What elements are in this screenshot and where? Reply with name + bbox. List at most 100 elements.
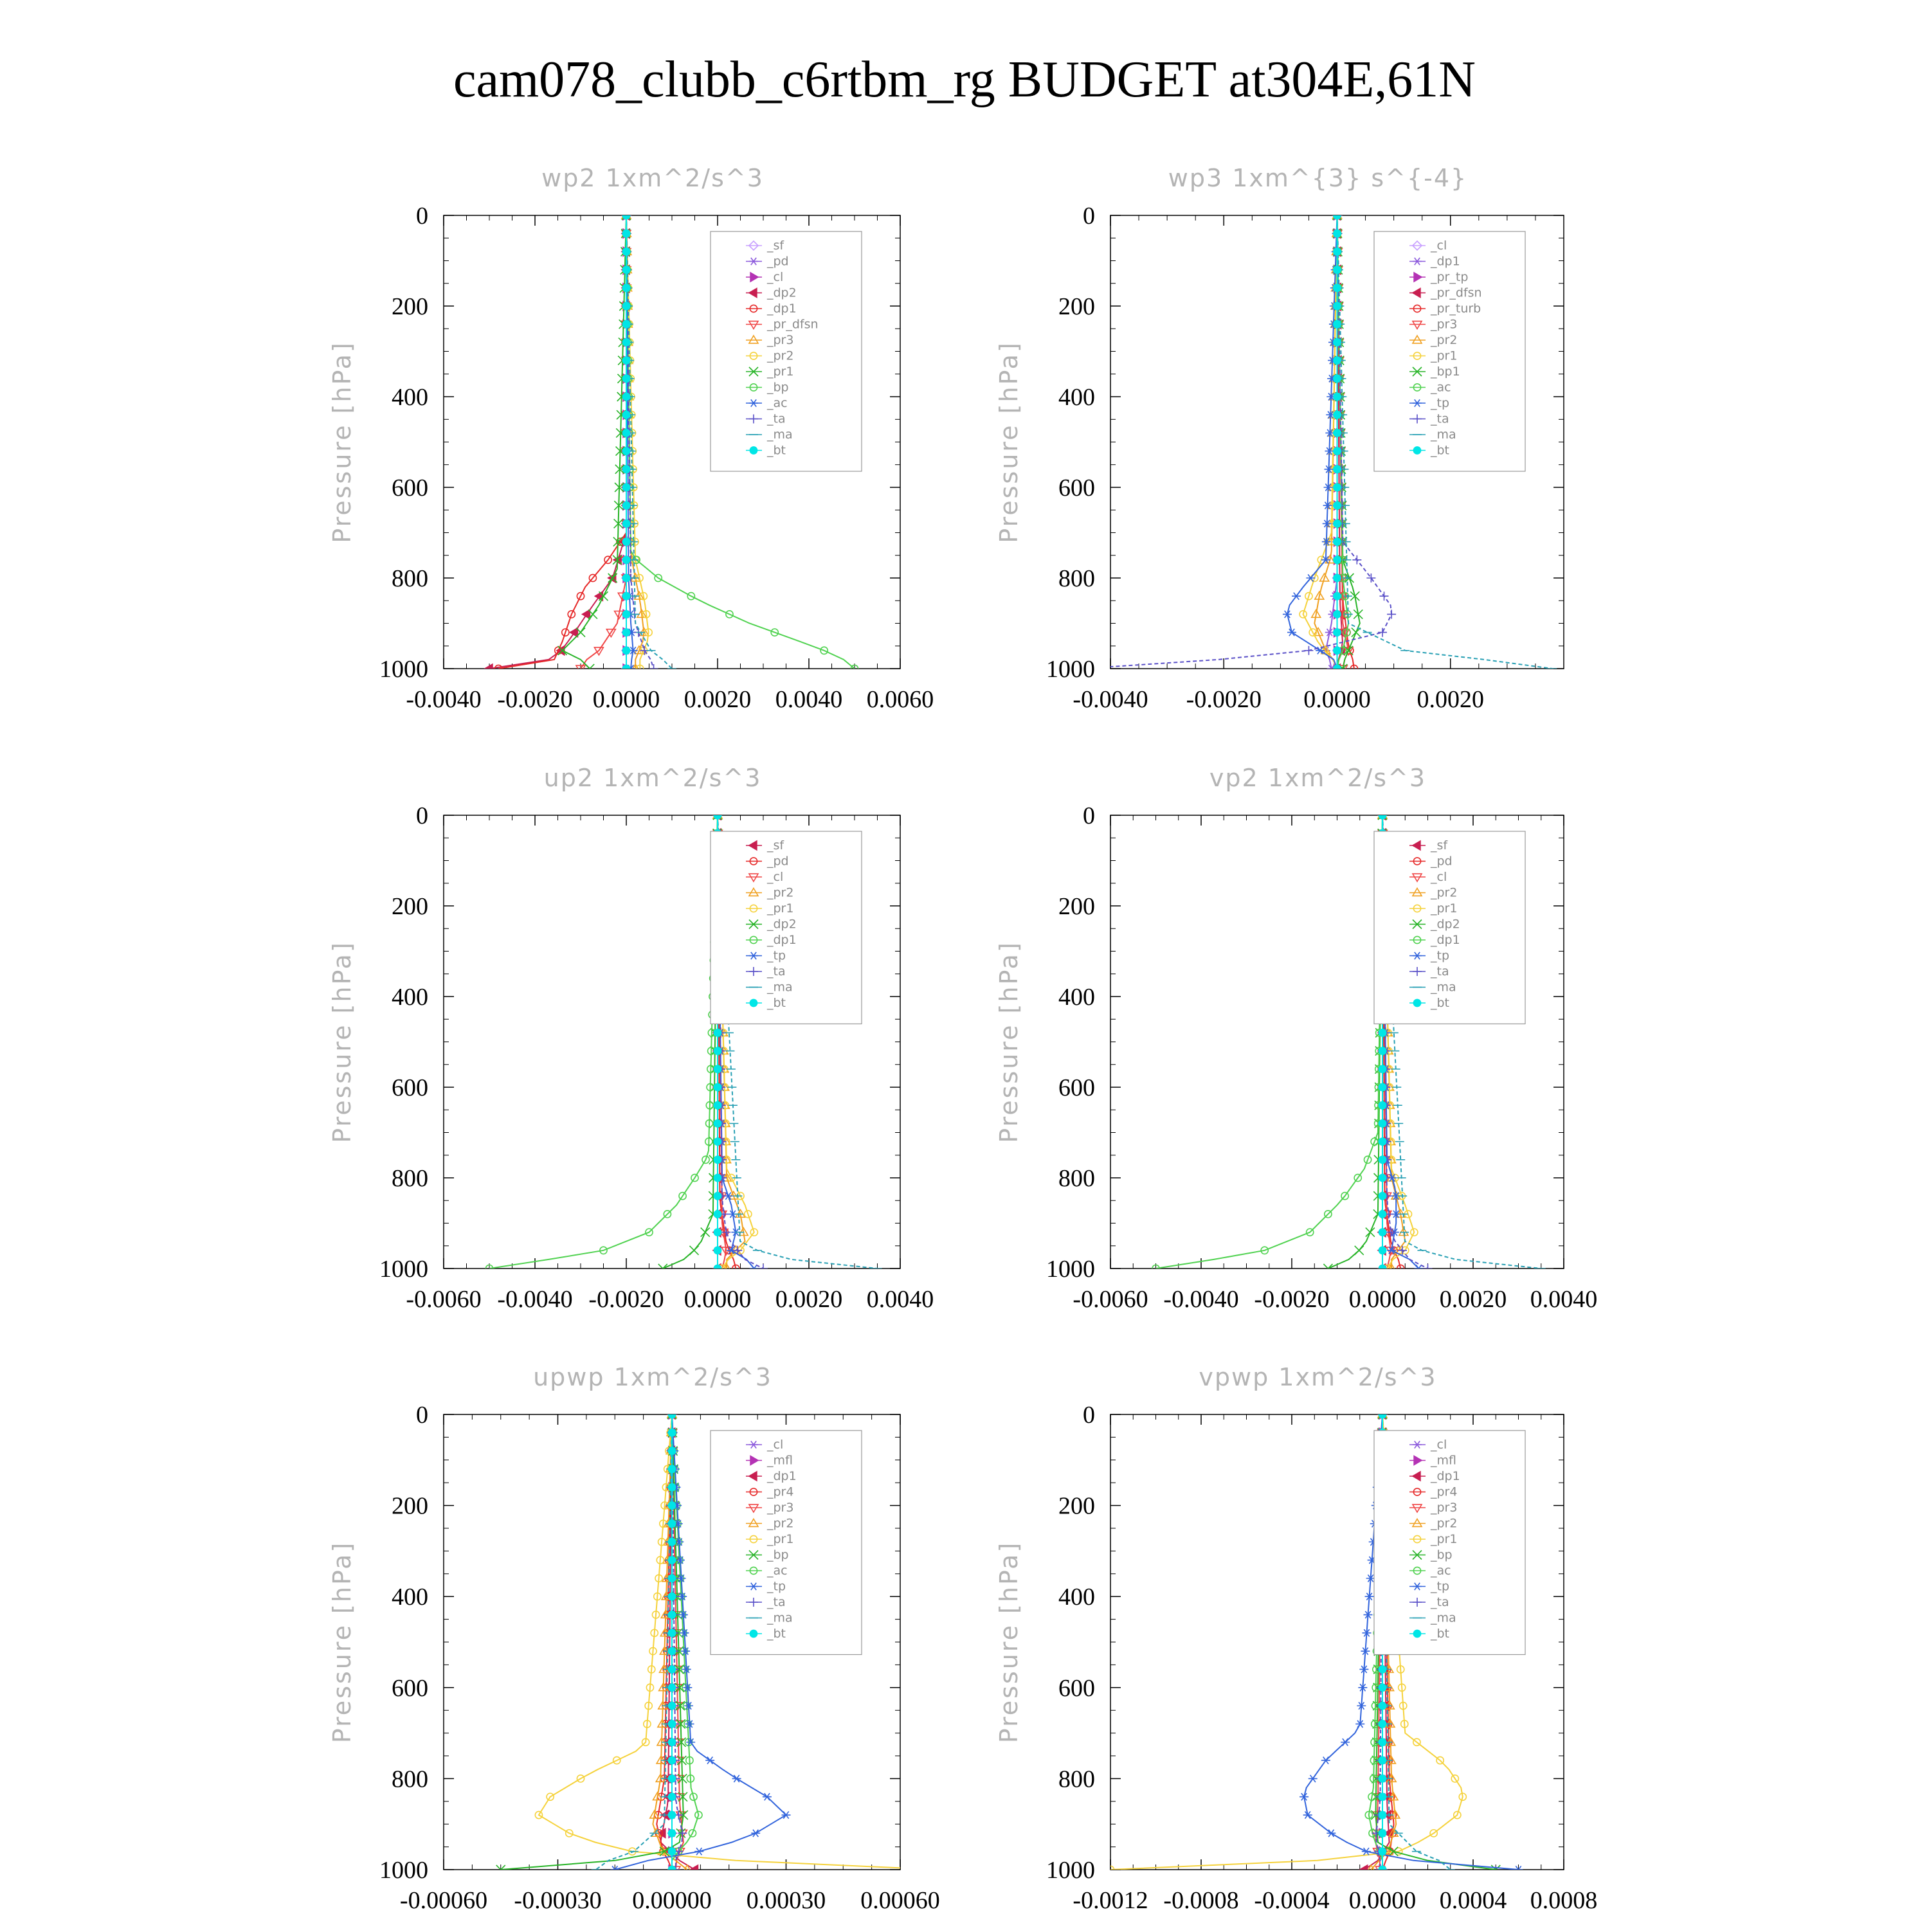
series-marker [656,1556,665,1564]
series-marker [705,1119,714,1128]
series-marker [622,215,631,220]
series-marker [622,465,631,474]
series-marker [485,1264,494,1268]
series-group [496,1414,900,1870]
series-marker [1359,1665,1369,1674]
series-marker [658,1682,669,1692]
series-marker [667,1519,676,1528]
series-marker [1361,1847,1371,1855]
series-marker [653,1592,662,1601]
series-marker [1409,1228,1418,1236]
legend-label: _dp1 [1430,1469,1460,1483]
y-tick-label: 400 [1058,1584,1095,1611]
legend-marker [749,1488,758,1496]
series-marker [1386,1227,1396,1237]
series-marker [713,1137,722,1146]
series_pr1 [534,1414,900,1869]
legend-label: _ma [766,980,793,995]
legend-entry: _cl [746,870,783,884]
legend-entry: _sf [1409,838,1448,853]
series-marker [484,663,493,669]
series-marker [1287,628,1296,636]
series-marker [1366,1574,1375,1582]
legend-marker [1413,257,1422,266]
series-marker [1152,1264,1160,1268]
series-marker [728,1190,739,1200]
series_dp1 [485,815,722,1268]
series-marker [1453,1810,1462,1819]
legend-entry: _pr1 [746,365,793,379]
legend-marker [1413,446,1422,455]
series-marker [629,572,641,582]
legend-marker [1413,1535,1422,1544]
x-tick-label: -0.0040 [1163,1286,1238,1313]
legend-label: _bp [1430,1548,1453,1562]
legend-entry: _dp1 [1409,1469,1460,1483]
series-marker [667,1556,676,1564]
series-marker [732,1774,741,1783]
series-marker [723,1263,730,1268]
legend-label: _cl [766,1438,783,1452]
legend-entry: _dp1 [1409,933,1460,947]
series-marker [1378,1173,1387,1182]
series-marker [1429,1828,1438,1837]
legend-entry: _ma [746,980,793,995]
series-marker [1353,609,1363,619]
series-marker [713,1047,722,1055]
chart-panel-4: vp2 1xm^2/s^3 Pressure [hPa] 0 200 400 600 800… [995,764,1597,1313]
legend-marker [1411,887,1423,897]
series-marker [1319,572,1330,582]
series-marker [721,1227,731,1237]
series_tp [610,1414,791,1870]
series-marker [667,1701,676,1710]
series_bp [496,1414,689,1870]
series-marker [649,1809,660,1819]
legend-entry: _ma [746,1611,793,1625]
legend-marker [1412,919,1422,930]
legend-marker [1411,873,1423,883]
legend-marker [1413,904,1422,913]
series-marker [633,645,645,655]
legend-label: _pr2 [1430,333,1457,347]
series-marker [1305,1228,1314,1236]
series-marker [614,482,624,492]
series-line [1110,215,1393,668]
legend-label: _ma [1430,428,1456,442]
y-tick-label: 0 [1083,802,1095,829]
series-marker [1414,1264,1424,1268]
x-tick-label: 0.0020 [684,686,752,713]
legend-entry: _pr2 [746,886,793,900]
series-marker [713,1065,722,1074]
legend-marker [748,287,757,298]
series-marker [677,1773,687,1783]
legend-label: _pr1 [1430,1532,1457,1546]
series-marker [568,627,579,638]
series-marker [655,1574,663,1583]
series-marker [1306,573,1316,582]
legend-label: _ta [766,964,786,979]
series-marker [1321,537,1331,546]
legend-marker [1413,967,1422,976]
legend-entry: _ac [1409,1564,1451,1578]
series-marker [1378,1119,1387,1128]
legend-entry: _pr_turb [1409,302,1481,316]
y-tick-label: 1000 [379,1256,428,1283]
series-marker [1396,1665,1405,1674]
y-tick-label: 800 [392,1765,428,1792]
series-marker [659,1627,671,1637]
series-marker [1333,646,1341,655]
series-marker [1378,1792,1387,1801]
series-marker [1321,555,1330,564]
series-marker [633,590,645,600]
series-marker [700,1227,711,1238]
legend-entry: _pr2 [1409,1517,1457,1531]
series-marker [658,1663,669,1674]
legend-label: _bt [766,996,786,1010]
legend-label: _ac [766,396,788,410]
legend-marker [749,1629,758,1638]
series-marker [713,1264,722,1268]
x-tick-label: 0.0060 [867,686,934,713]
series-marker [667,1629,676,1638]
series-marker [1333,555,1341,564]
x-tick-label: -0.0020 [588,1286,664,1313]
